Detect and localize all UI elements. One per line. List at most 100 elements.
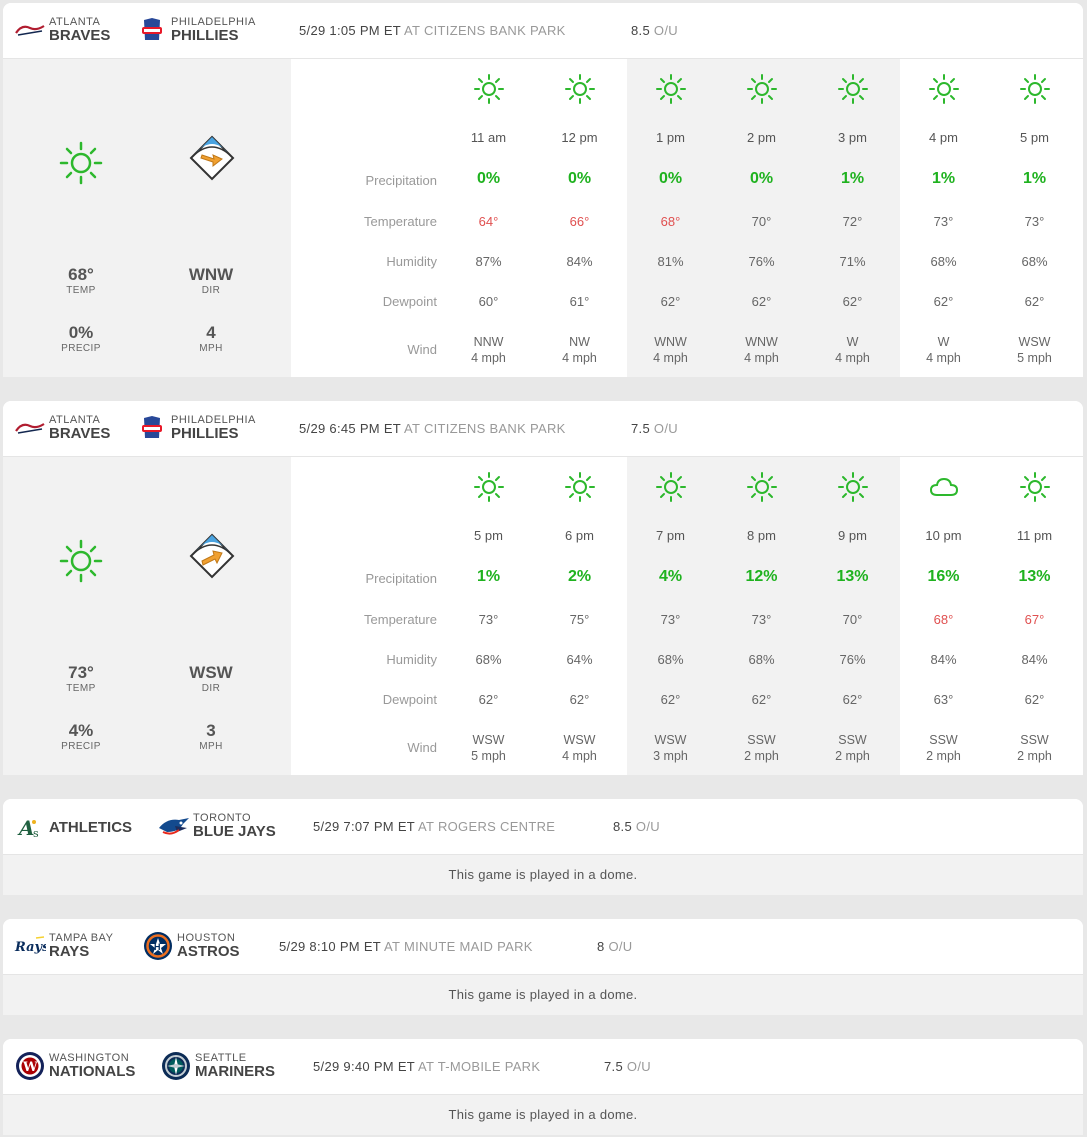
game-header: ATLANTA BRAVES PHILADELPHIA PHILLIES 5/29 …	[3, 401, 1083, 457]
home-team[interactable]: PHILADELPHIA PHILLIES	[135, 15, 256, 45]
weather-summary: 68° TEMP WNW DIR 0% PRECIP 4 MPH	[3, 59, 291, 377]
game-time: 5/29 6:45 PM ET AT CITIZENS BANK PARK	[299, 421, 566, 436]
hour-dewpoint: 62°	[751, 692, 772, 707]
hour-temp: 70°	[751, 214, 772, 229]
summary-temp-label: TEMP	[66, 683, 96, 694]
away-team[interactable]: ATLANTA BRAVES	[13, 15, 110, 45]
hour-precip: 1%	[840, 170, 865, 187]
game-time-text: 5/29 1:05 PM ET	[299, 23, 401, 38]
hour-wind: SSW 2 mph	[989, 732, 1080, 764]
away-nick: NATIONALS	[49, 1062, 136, 1080]
hour-wind-dir: WSW	[472, 733, 505, 747]
summary-dir: WSW DIR	[171, 663, 251, 694]
hour-wind-dir: WSW	[1018, 335, 1051, 349]
wind-direction-icon	[189, 533, 235, 579]
home-city: HOUSTON	[177, 931, 236, 944]
home-city: SEATTLE	[195, 1051, 247, 1064]
hour-wind: WSW 4 mph	[534, 732, 625, 764]
hour-time: 5 pm	[474, 528, 503, 543]
park-name: AT ROGERS CENTRE	[418, 819, 556, 834]
hour-wind-dir: WNW	[745, 335, 778, 349]
home-nick: PHILLIES	[171, 424, 239, 442]
hour-wind-speed: 2 mph	[1017, 749, 1052, 763]
hour-time: 11 am	[470, 130, 507, 145]
blue-jays-logo	[157, 811, 191, 841]
game-header: W WASHINGTON NATIONALS SEATTLE MARINERS 5/…	[3, 1039, 1083, 1095]
summary-dir-value: WNW	[188, 265, 234, 284]
away-nick: ATHLETICS	[49, 818, 133, 836]
hour-column: 7 pm 4% 73° 68% 62° WSW 3 mph	[625, 457, 716, 775]
home-nick: PHILLIES	[171, 26, 239, 44]
summary-precip-label: PRECIP	[61, 741, 101, 752]
sun-icon	[928, 73, 960, 105]
summary-temp-value: 73°	[68, 663, 94, 682]
hour-wind: WSW 5 mph	[989, 334, 1080, 366]
hourly-forecast: Precipitation Temperature Humidity Dewpoint…	[291, 59, 1083, 377]
hour-dewpoint: 60°	[478, 294, 499, 309]
ou-value: 8	[597, 939, 605, 954]
summary-mph-value: 3	[206, 721, 216, 740]
hour-dewpoint: 62°	[842, 692, 863, 707]
sun-icon	[1019, 73, 1051, 105]
game-time-text: 5/29 7:07 PM ET	[313, 819, 415, 834]
game-time-text: 5/29 6:45 PM ET	[299, 421, 401, 436]
summary-temp: 68° TEMP	[41, 265, 121, 296]
game-window-shade	[627, 457, 900, 775]
sun-icon	[59, 539, 103, 583]
hour-temp: 73°	[478, 612, 499, 627]
home-team[interactable]: PHILADELPHIA PHILLIES	[135, 413, 256, 443]
phillies-logo	[135, 15, 169, 45]
hour-time: 4 pm	[929, 130, 958, 145]
hour-wind-speed: 4 mph	[744, 351, 779, 365]
row-label: Temperature	[364, 612, 437, 627]
hour-humidity: 76%	[748, 254, 775, 269]
hour-humidity: 84%	[1021, 652, 1048, 667]
hour-time: 12 pm	[561, 130, 598, 145]
hour-column: 11 am 0% 64° 87% 60° NNW 4 mph	[443, 59, 534, 377]
hour-column: 1 pm 0% 68° 81% 62° WNW 4 mph	[625, 59, 716, 377]
ou-value: 8.5	[613, 819, 632, 834]
hour-wind-dir: SSW	[929, 733, 958, 747]
away-team[interactable]: ATLANTA BRAVES	[13, 413, 110, 443]
hour-dewpoint: 62°	[1024, 692, 1045, 707]
away-team[interactable]: Rays TAMPA BAY RAYS	[13, 931, 113, 961]
hour-temp: 67°	[1024, 612, 1045, 627]
cloud-icon	[928, 471, 960, 503]
hour-dewpoint: 62°	[751, 294, 772, 309]
hour-dewpoint: 62°	[933, 294, 954, 309]
hour-wind-speed: 2 mph	[835, 749, 870, 763]
away-city: TAMPA BAY	[49, 931, 114, 944]
over-under: 8 O/U	[597, 939, 632, 954]
summary-dir-label: DIR	[201, 285, 221, 296]
row-label: Temperature	[364, 214, 437, 229]
mariners-logo	[159, 1051, 193, 1081]
hour-wind-speed: 4 mph	[562, 749, 597, 763]
hour-wind-speed: 4 mph	[562, 351, 597, 365]
summary-mph-label: MPH	[199, 343, 223, 354]
hour-time: 2 pm	[747, 130, 776, 145]
hour-precip: 16%	[927, 568, 960, 585]
hour-time: 3 pm	[838, 130, 867, 145]
row-label: Humidity	[386, 254, 437, 269]
hour-dewpoint: 62°	[1024, 294, 1045, 309]
away-team[interactable]: W WASHINGTON NATIONALS	[13, 1051, 135, 1081]
sun-icon	[564, 471, 596, 503]
sun-icon	[1019, 471, 1051, 503]
home-team[interactable]: H HOUSTON ASTROS	[141, 931, 240, 961]
hour-temp: 68°	[933, 612, 954, 627]
rays-logo: Rays	[13, 931, 47, 961]
sun-icon	[746, 73, 778, 105]
summary-temp-label: TEMP	[66, 285, 96, 296]
hour-humidity: 68%	[1021, 254, 1048, 269]
home-team[interactable]: TORONTO BLUE JAYS	[157, 811, 276, 841]
hour-temp: 72°	[842, 214, 863, 229]
park-name: AT MINUTE MAID PARK	[384, 939, 533, 954]
ou-label: O/U	[608, 939, 633, 954]
home-team[interactable]: SEATTLE MARINERS	[159, 1051, 275, 1081]
hour-humidity: 87%	[475, 254, 502, 269]
hour-precip: 13%	[836, 568, 869, 585]
game-time: 5/29 9:40 PM ET AT T-MOBILE PARK	[313, 1059, 540, 1074]
away-nick: RAYS	[49, 942, 90, 960]
game-time: 5/29 7:07 PM ET AT ROGERS CENTRE	[313, 819, 555, 834]
